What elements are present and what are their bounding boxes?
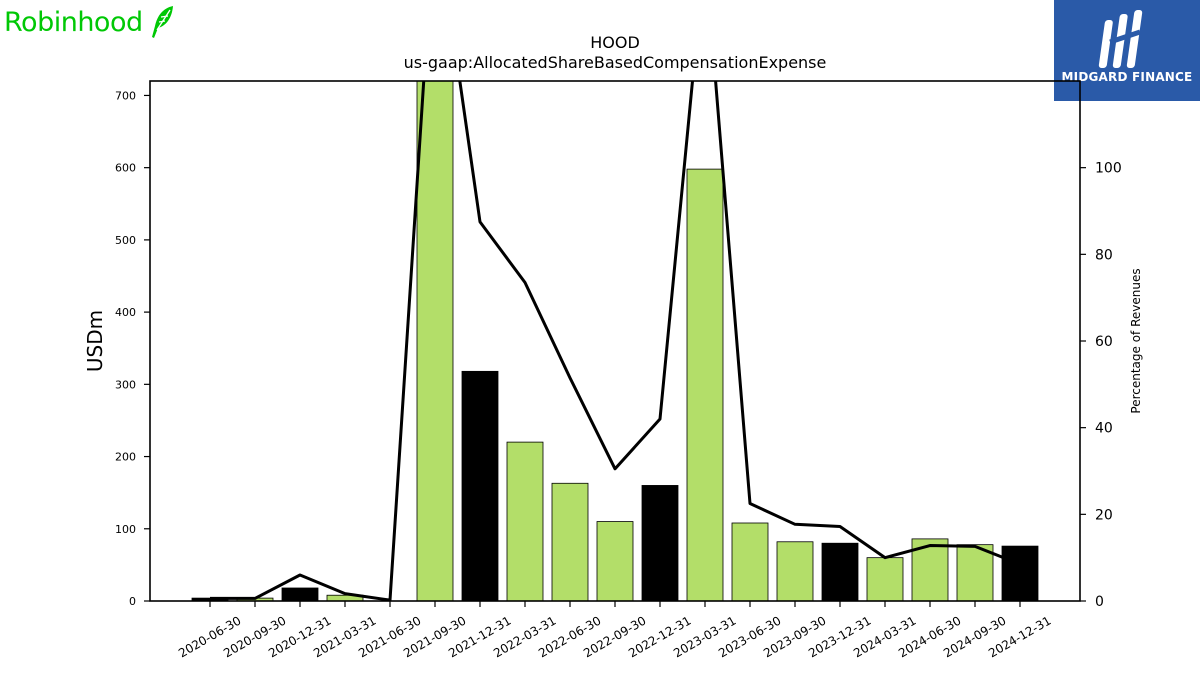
bar-2024-03-31 <box>866 557 904 601</box>
y-tick-label: 100 <box>115 523 136 536</box>
robinhood-wordmark: Robinhood <box>4 6 143 38</box>
feather-icon <box>151 6 173 38</box>
bar-2023-09-30 <box>776 541 814 601</box>
y-axis-label: USDm <box>83 310 107 372</box>
y2-tick-label: 100 <box>1095 161 1122 177</box>
y2-tick-label: 80 <box>1095 247 1113 263</box>
midgard-finance-badge: MIDGARD FINANCE <box>1054 0 1200 101</box>
bar-2022-03-31 <box>506 441 544 601</box>
y2-tick-label: 40 <box>1095 421 1113 437</box>
y-tick-label: 200 <box>115 451 136 464</box>
bar-2022-06-30 <box>551 482 589 601</box>
bar-2020-12-31 <box>281 587 319 601</box>
bar-2021-03-31 <box>326 594 364 601</box>
midgard-finance-label: MIDGARD FINANCE <box>1061 70 1193 84</box>
bar-2021-09-30 <box>416 81 454 601</box>
y-tick-label: 500 <box>115 234 136 247</box>
bar-2022-12-31 <box>641 485 679 601</box>
y-tick-label: 700 <box>115 89 136 102</box>
y2-tick-label: 60 <box>1095 334 1113 350</box>
bar-2023-06-30 <box>731 522 769 601</box>
bar-2023-03-31 <box>686 168 724 601</box>
y-tick-label: 300 <box>115 378 136 391</box>
y2-tick-label: 0 <box>1095 594 1104 610</box>
y2-axis-label: Percentage of Revenues <box>1129 268 1143 413</box>
bar-2022-09-30 <box>596 521 634 601</box>
percentage-line <box>210 81 1021 601</box>
chart-subtitle: us-gaap:AllocatedShareBasedCompensationE… <box>404 53 827 72</box>
chart-title: HOOD <box>590 33 640 52</box>
y2-tick-label: 20 <box>1095 507 1113 523</box>
robinhood-logo: Robinhood <box>4 2 177 42</box>
bar-2024-09-30 <box>956 544 994 601</box>
midgard-logo-icon <box>1098 10 1143 68</box>
bar-2021-12-31 <box>461 370 499 601</box>
y-tick-label: 0 <box>129 595 136 608</box>
bar-2024-12-31 <box>1001 545 1039 601</box>
plot-area: 01002003004005006007000204060801002020-0… <box>115 80 1122 660</box>
bar-2023-12-31 <box>821 542 859 601</box>
y-tick-label: 400 <box>115 306 136 319</box>
y-tick-label: 600 <box>115 162 136 175</box>
